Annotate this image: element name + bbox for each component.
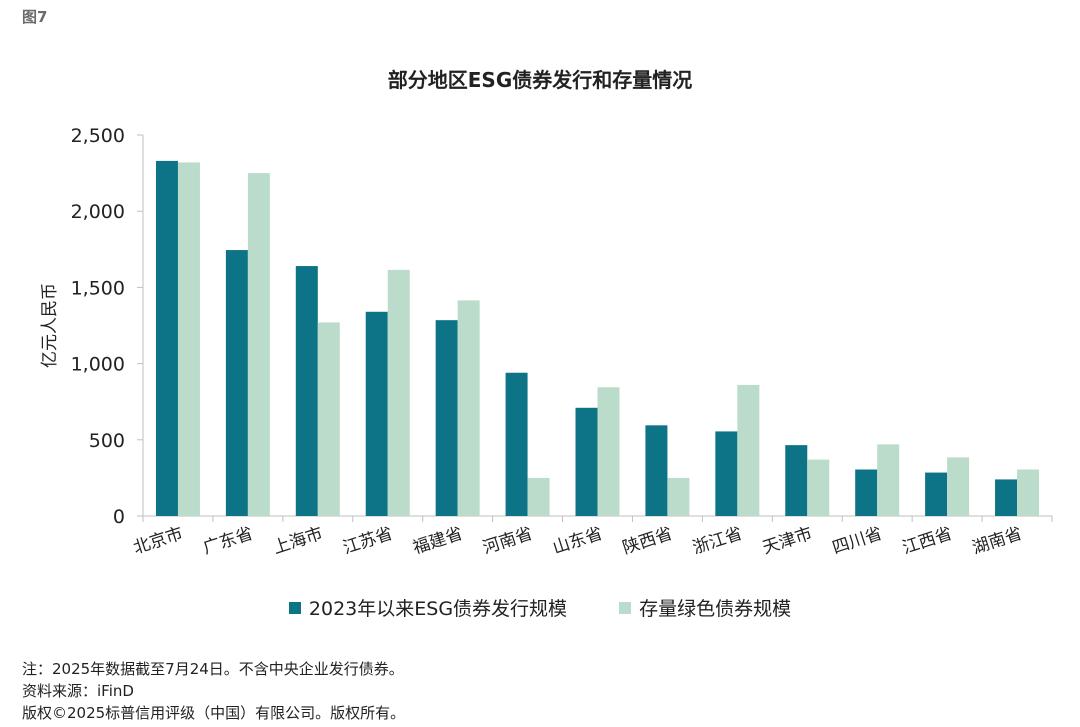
x-tick-label: 四川省 — [830, 524, 885, 559]
legend-item-outstanding: 存量绿色债券规模 — [619, 594, 791, 621]
legend-swatch-outstanding — [619, 601, 632, 614]
bar-outstanding — [737, 384, 760, 516]
bar-issuance — [925, 472, 948, 516]
chart-legend: 2023年以来ESG债券发行规模 存量绿色债券规模 — [0, 594, 1080, 621]
legend-item-issuance: 2023年以来ESG债券发行规模 — [288, 594, 568, 621]
bar-issuance — [225, 250, 248, 516]
bar-issuance — [645, 425, 668, 516]
y-tick-label: 2,000 — [71, 201, 125, 223]
bar-issuance — [365, 311, 388, 516]
y-tick-label: 1,500 — [71, 277, 125, 299]
bar-issuance — [995, 479, 1018, 516]
bar-outstanding — [387, 269, 410, 516]
legend-label-issuance: 2023年以来ESG债券发行规模 — [308, 598, 568, 620]
bar-issuance — [295, 266, 318, 516]
x-tick-label: 天津市 — [760, 524, 815, 559]
bar-outstanding — [807, 459, 830, 516]
bar-issuance — [715, 431, 738, 516]
footnotes: 注：2025年数据截至7月24日。不含中央企业发行债券。 资料来源：iFinD … — [22, 658, 405, 724]
chart-bars — [155, 160, 1040, 516]
bar-issuance — [575, 407, 598, 516]
bar-outstanding — [457, 300, 480, 516]
legend-label-outstanding: 存量绿色债券规模 — [639, 598, 792, 620]
bar-issuance — [435, 320, 458, 516]
x-tick-label: 福建省 — [411, 524, 466, 559]
x-tick-label: 山东省 — [550, 524, 605, 559]
x-tick-label: 广东省 — [201, 524, 256, 559]
bar-issuance — [505, 372, 528, 516]
footnote-copyright: 版权©2025标普信用评级（中国）有限公司。版权所有。 — [22, 704, 406, 722]
bar-outstanding — [317, 322, 340, 516]
bar-issuance — [155, 160, 178, 516]
y-tick-label: 2,500 — [71, 125, 125, 147]
x-tick-label: 江西省 — [900, 524, 955, 559]
y-tick-label: 0 — [113, 506, 125, 528]
bar-outstanding — [667, 477, 690, 516]
x-tick-label: 浙江省 — [690, 524, 745, 559]
bar-outstanding — [597, 387, 620, 516]
figure-label: 图7 — [22, 8, 48, 26]
bar-outstanding — [1017, 469, 1040, 516]
y-tick-label: 500 — [89, 430, 125, 452]
bar-issuance — [855, 469, 878, 516]
x-tick-label: 河南省 — [480, 524, 535, 559]
legend-swatch-issuance — [288, 601, 301, 614]
x-tick-label: 湖南省 — [970, 524, 1025, 559]
x-tick-label: 陕西省 — [620, 524, 675, 559]
y-tick-label: 1,000 — [71, 354, 125, 376]
x-tick-label: 北京市 — [131, 524, 186, 559]
footnote-source: 资料来源：iFinD — [22, 682, 134, 700]
bar-outstanding — [527, 477, 550, 516]
bar-outstanding — [247, 173, 270, 516]
bar-issuance — [785, 445, 808, 516]
footnote-note: 注：2025年数据截至7月24日。不含中央企业发行债券。 — [22, 660, 404, 678]
bar-outstanding — [947, 457, 970, 516]
x-tick-label: 上海市 — [271, 524, 326, 559]
y-axis-label: 亿元人民币 — [40, 283, 60, 368]
bar-outstanding — [877, 444, 900, 516]
chart-title: 部分地区ESG债券发行和存量情况 — [387, 68, 693, 92]
x-tick-label: 江苏省 — [341, 524, 396, 559]
bar-outstanding — [177, 162, 200, 516]
